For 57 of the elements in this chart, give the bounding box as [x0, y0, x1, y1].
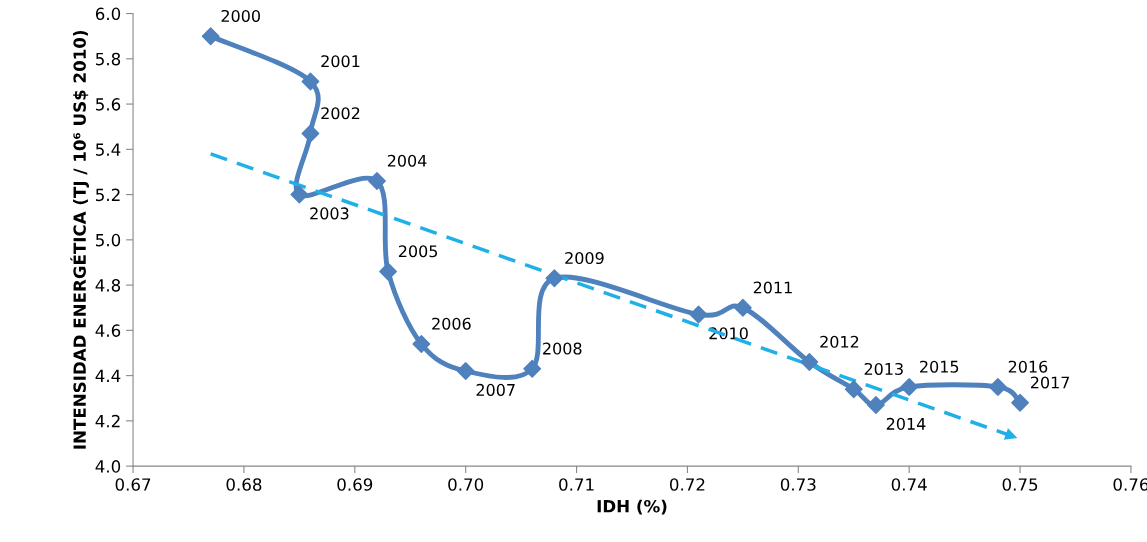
annotation: 2005 — [398, 245, 438, 258]
point — [368, 172, 386, 190]
y-axis-title: INTENSIDAD ENERGÉTICA (TJ / 10⁶ US$ 2010) — [70, 30, 90, 449]
x-tick-label: 0.68 — [226, 478, 262, 491]
y-tick-label: 5.4 — [96, 143, 121, 156]
annotation: 2013 — [864, 362, 903, 375]
x-tick-label: 0.70 — [448, 478, 484, 491]
annotation: 2001 — [321, 55, 360, 68]
annotation: 2000 — [221, 9, 260, 22]
y-tick-label: 4.8 — [95, 279, 121, 292]
point — [412, 335, 431, 353]
annotation: 2007 — [476, 383, 515, 396]
point — [800, 353, 819, 371]
point — [900, 378, 919, 396]
point — [290, 185, 309, 204]
annotation: 2006 — [432, 317, 471, 330]
annotation: 2012 — [820, 335, 859, 348]
annotation: 2015 — [920, 360, 959, 373]
y-tick-label: 4.6 — [95, 324, 121, 337]
annotation: 2002 — [321, 107, 360, 120]
point — [379, 262, 397, 281]
x-tick-label: 0.71 — [559, 478, 594, 491]
annotation: 2014 — [886, 417, 926, 430]
x-tick-label: 0.67 — [115, 478, 151, 491]
y-tick-label: 5.6 — [96, 98, 121, 111]
y-tick-label: 4.4 — [95, 369, 121, 382]
x-axis-title: IDH (%) — [597, 499, 667, 515]
point — [844, 380, 863, 399]
point — [733, 298, 752, 317]
annotation: 2008 — [543, 342, 582, 355]
point — [1011, 393, 1029, 412]
point — [301, 72, 320, 91]
point — [545, 269, 564, 288]
x-tick-label: 0.74 — [891, 478, 927, 491]
annotation: 2017 — [1030, 376, 1070, 389]
point — [867, 396, 885, 414]
annotation: 2004 — [387, 154, 427, 167]
annotation: 2011 — [753, 281, 792, 294]
point — [301, 124, 320, 143]
point — [523, 359, 542, 378]
x-tick-label: 0.75 — [1002, 478, 1038, 491]
annotation: 2016 — [1008, 360, 1048, 373]
point — [689, 305, 708, 324]
x-tick-label: 0.69 — [337, 478, 373, 491]
y-tick-label: 4.0 — [95, 460, 121, 473]
y-tick-label: 5.2 — [96, 188, 120, 202]
point — [456, 362, 475, 380]
y-tick-label: 5.0 — [96, 233, 121, 247]
x-tick-label: 0.72 — [669, 478, 705, 491]
y-tick-label: 5.8 — [96, 52, 121, 66]
x-tick-label: 0.73 — [780, 478, 816, 491]
y-tick-label: 6.0 — [95, 7, 121, 21]
point — [201, 27, 220, 46]
annotation: 2003 — [310, 207, 349, 220]
y-tick-label: 4.2 — [95, 414, 120, 428]
annotation: 2009 — [565, 252, 604, 265]
point — [988, 378, 1007, 396]
